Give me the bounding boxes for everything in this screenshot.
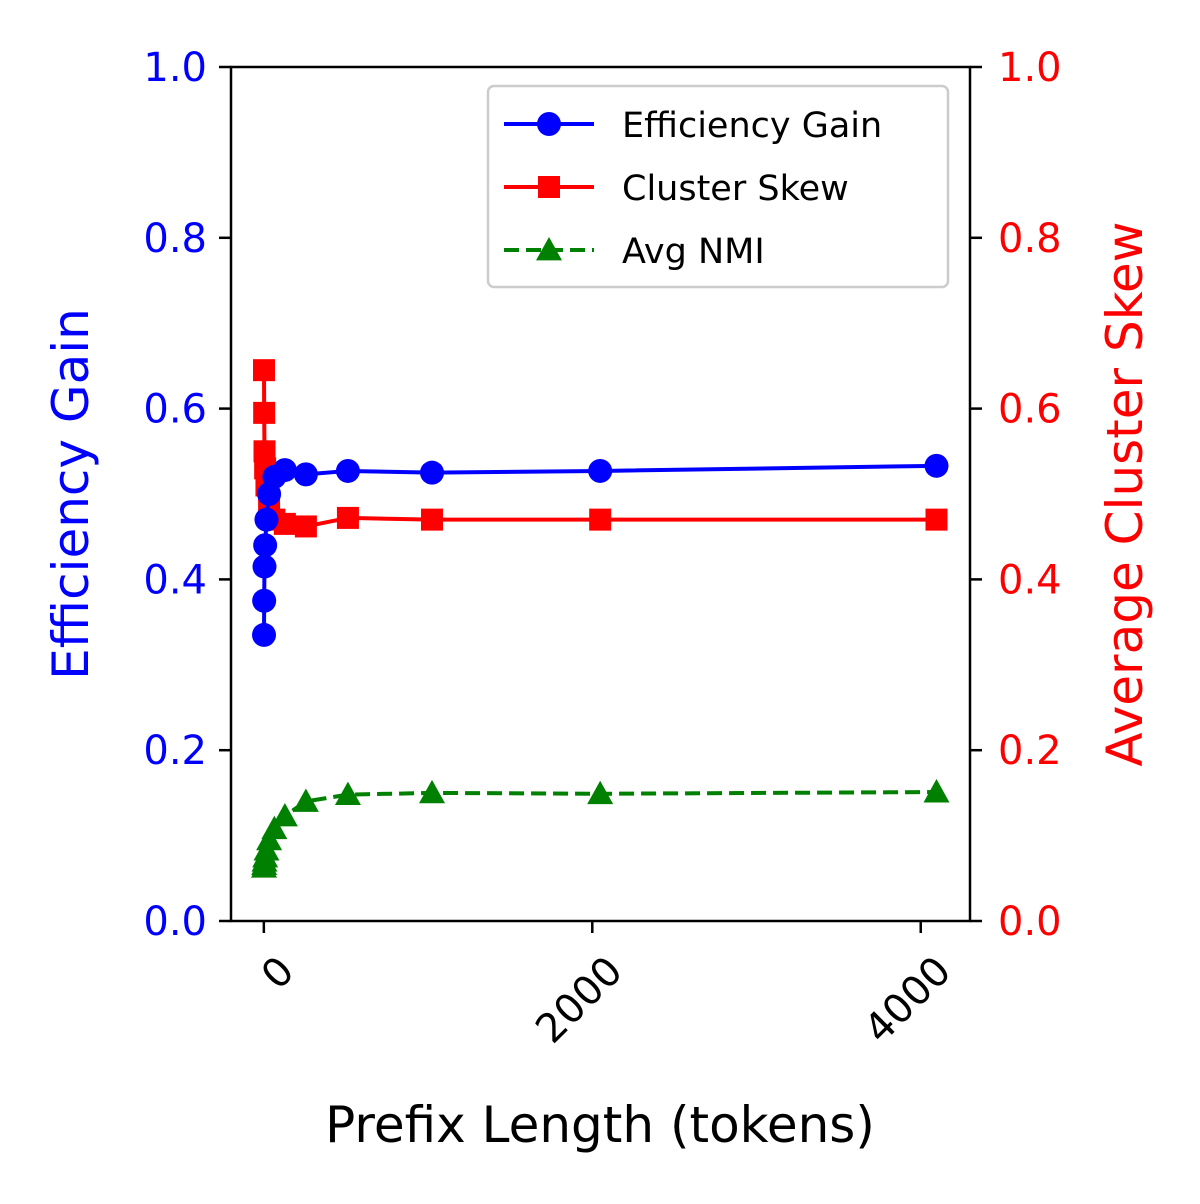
legend-marker: [538, 176, 560, 198]
data-point-efficiency-gain: [252, 622, 277, 647]
data-point-cluster-skew: [253, 440, 276, 463]
data-point-efficiency-gain: [252, 588, 277, 613]
y-axis-label-right: Average Cluster Skew: [1096, 221, 1154, 766]
legend-entry-cluster-skew: Cluster Skew: [504, 169, 849, 209]
data-point-cluster-skew: [421, 508, 444, 531]
data-point-efficiency-gain: [293, 462, 318, 487]
data-point-efficiency-gain: [420, 460, 445, 485]
data-point-avg-nmi: [587, 780, 614, 805]
data-point-efficiency-gain: [272, 458, 297, 483]
data-point-cluster-skew: [925, 508, 948, 531]
y-tick-label-right: 0.4: [998, 557, 1062, 603]
y-tick-label-right: 0.0: [998, 899, 1062, 945]
data-point-cluster-skew: [294, 515, 317, 538]
y-axis-label-left: Efficiency Gain: [42, 308, 100, 680]
y-tick-label-right: 0.2: [998, 728, 1062, 774]
data-point-efficiency-gain: [924, 453, 949, 478]
y-tick-label-right: 0.8: [998, 216, 1062, 262]
data-point-avg-nmi: [271, 802, 298, 827]
data-point-cluster-skew: [273, 512, 296, 535]
data-point-efficiency-gain: [254, 507, 279, 532]
legend-marker: [537, 112, 561, 136]
data-point-avg-nmi: [419, 779, 446, 804]
data-point-cluster-skew: [589, 508, 612, 531]
legend-label: Cluster Skew: [622, 169, 849, 209]
legend: Efficiency Gain Cluster Skew Avg NMI: [486, 84, 950, 289]
legend-entry-efficiency-gain: Efficiency Gain: [504, 106, 882, 146]
data-point-efficiency-gain: [588, 458, 613, 483]
y-tick-label-left: 0.0: [143, 899, 207, 945]
data-point-cluster-skew: [253, 401, 276, 424]
y-tick-label-right: 1.0: [998, 45, 1062, 91]
data-point-cluster-skew: [336, 506, 359, 529]
legend-label: Efficiency Gain: [622, 106, 882, 146]
legend-box: [486, 84, 950, 289]
data-point-cluster-skew: [253, 359, 276, 382]
y-tick-label-left: 0.8: [143, 216, 207, 262]
data-point-avg-nmi: [292, 788, 319, 812]
x-axis-label: Prefix Length (tokens): [325, 1096, 875, 1154]
y-tick-label-left: 1.0: [143, 45, 207, 91]
data-point-efficiency-gain: [252, 554, 277, 579]
data-point-avg-nmi: [261, 815, 288, 840]
legend-label: Avg NMI: [622, 232, 765, 272]
data-point-avg-nmi: [334, 781, 361, 806]
data-point-efficiency-gain: [335, 458, 360, 483]
series-avg-nmi: [251, 779, 950, 878]
y-tick-label-left: 0.6: [143, 387, 207, 433]
axes-layer: [229, 65, 972, 923]
y-tick-label-left: 0.2: [143, 728, 207, 774]
series-layer: [251, 359, 950, 878]
y-tick-label-right: 0.6: [998, 387, 1062, 433]
legend-entry-avg-nmi: Avg NMI: [504, 232, 765, 272]
legend-marker: [536, 237, 562, 261]
data-point-avg-nmi: [923, 779, 950, 803]
y-tick-label-left: 0.4: [143, 557, 207, 603]
series-efficiency-gain: [252, 453, 949, 647]
data-point-efficiency-gain: [253, 533, 278, 558]
plot-frame: [229, 65, 972, 923]
